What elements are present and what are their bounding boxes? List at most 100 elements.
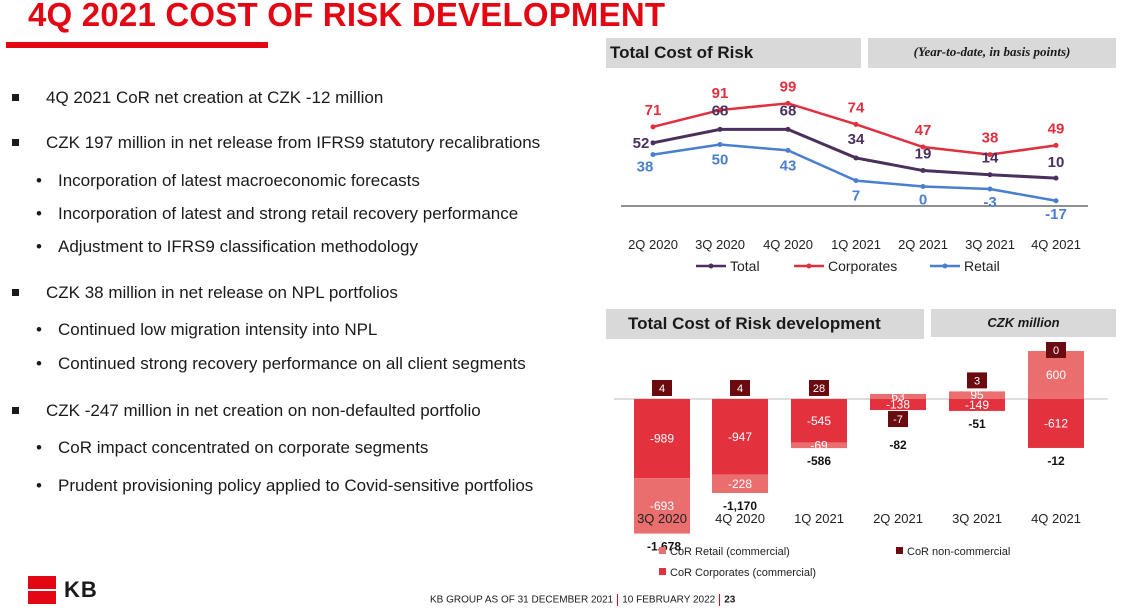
data-point <box>717 126 723 132</box>
total-label: -1,678 <box>647 540 681 554</box>
x-tick-label: 3Q 2020 <box>695 237 745 252</box>
bar-segment <box>949 399 1005 411</box>
noncommercial-label: 28 <box>813 383 825 395</box>
bar-value-label: -69 <box>810 438 828 452</box>
legend-marker <box>806 263 812 269</box>
data-label: 52 <box>633 135 650 152</box>
footer-group: KB GROUP AS OF 31 DECEMBER 2021 <box>430 594 614 606</box>
total-label: -51 <box>968 417 986 431</box>
legend-label: Retail <box>964 258 1000 274</box>
bullet-marker: • <box>36 171 42 190</box>
x-tick-label: 2Q 2020 <box>628 237 678 252</box>
legend-label: Corporates <box>828 258 897 274</box>
data-label: 0 <box>919 192 927 209</box>
data-label: -17 <box>1045 206 1067 223</box>
bar-segment <box>949 391 1005 399</box>
data-label: 68 <box>712 102 729 119</box>
noncommercial-label: 3 <box>974 375 980 387</box>
data-label: 68 <box>780 102 797 119</box>
data-point <box>785 126 791 132</box>
bar-segment <box>1028 399 1084 448</box>
data-label: 91 <box>712 85 729 102</box>
x-tick-label: 4Q 2021 <box>1031 511 1081 526</box>
title-underline <box>6 42 268 48</box>
bullet-text: Continued low migration intensity into N… <box>58 320 378 339</box>
bullet-marker <box>12 407 19 414</box>
bar-value-label: -228 <box>728 477 752 491</box>
data-point <box>920 144 926 150</box>
bar-segment <box>712 399 768 475</box>
bullet-marker <box>12 289 19 296</box>
legend-swatch <box>659 568 666 575</box>
data-label: 7 <box>852 188 860 205</box>
legend-marker <box>942 263 948 269</box>
bar-value-label: -138 <box>886 398 910 412</box>
data-point <box>650 140 656 146</box>
bullet-text: Continued strong recovery performance on… <box>58 354 526 373</box>
bar-segment <box>791 399 847 443</box>
bar-value-label: -149 <box>965 398 989 412</box>
line-chart-title: Total Cost of Risk <box>606 38 861 68</box>
slide-title: 4Q 2021 COST OF RISK DEVELOPMENT <box>28 0 666 33</box>
bullet-marker: • <box>36 204 42 223</box>
bar-chart-note: CZK million <box>931 309 1116 337</box>
data-label: 43 <box>780 157 797 174</box>
data-label: 38 <box>982 130 999 147</box>
data-label: 50 <box>712 152 729 169</box>
x-tick-label: 1Q 2021 <box>831 237 881 252</box>
noncommercial-label: 4 <box>737 383 743 395</box>
noncommercial-box <box>730 380 750 396</box>
footer-separator <box>719 594 721 606</box>
bar-segment <box>634 478 690 534</box>
data-label: 19 <box>915 146 932 163</box>
bar-chart-title: Total Cost of Risk development <box>606 309 924 339</box>
bar-segment <box>1028 351 1084 399</box>
data-point <box>987 152 993 158</box>
data-point <box>920 184 926 189</box>
noncommercial-box <box>888 411 908 428</box>
data-label: 49 <box>1048 120 1065 137</box>
bullet-marker: • <box>36 354 42 373</box>
bullet-marker: • <box>36 320 42 339</box>
data-label: 71 <box>645 102 662 119</box>
bar-segment <box>870 393 926 399</box>
bullet-text: Incorporation of latest and strong retai… <box>58 204 519 223</box>
bar-value-label: -947 <box>728 430 752 444</box>
legend-label: CoR non-commercial <box>907 546 1010 558</box>
bar-value-label: 600 <box>1046 368 1066 382</box>
data-label: 14 <box>982 150 999 167</box>
total-label: -12 <box>1047 454 1065 468</box>
line-chart-note: (Year-to-date, in basis points) <box>868 38 1116 68</box>
data-point <box>785 100 791 106</box>
bullet-text: 4Q 2021 CoR net creation at CZK -12 mill… <box>46 88 384 107</box>
x-tick-label: 1Q 2021 <box>794 511 844 526</box>
bullet-marker: • <box>36 438 42 457</box>
noncommercial-label: 4 <box>659 383 665 395</box>
data-label: 99 <box>780 78 797 95</box>
bullet-text: CZK -247 million in net creation on non-… <box>46 401 481 420</box>
bullet-marker <box>12 139 19 146</box>
footer: KB GROUP AS OF 31 DECEMBER 2021 10 FEBRUA… <box>430 594 735 606</box>
data-label: -3 <box>983 194 996 211</box>
noncommercial-label: -7 <box>893 414 903 426</box>
bullet-text: CZK 197 million in net release from IFRS… <box>46 133 541 152</box>
page-number: 23 <box>724 594 736 606</box>
bullet-text: Incorporation of latest macroeconomic fo… <box>58 171 420 190</box>
data-point <box>1053 142 1059 148</box>
legend-marker <box>708 263 714 269</box>
bar-value-label: 63 <box>891 389 905 403</box>
data-point <box>987 186 993 192</box>
bar-segment <box>870 399 926 411</box>
data-label: 38 <box>637 159 654 176</box>
data-point <box>717 107 723 113</box>
x-tick-label: 3Q 2021 <box>952 511 1002 526</box>
bar-value-label: 95 <box>970 388 984 402</box>
data-label: 74 <box>848 99 865 116</box>
data-point <box>785 147 791 153</box>
x-tick-label: 4Q 2020 <box>715 511 765 526</box>
data-point <box>920 168 926 174</box>
footer-date: 10 FEBRUARY 2022 <box>622 594 716 606</box>
bullet-text: Prudent provisioning policy applied to C… <box>58 476 534 495</box>
noncommercial-box <box>652 380 672 396</box>
